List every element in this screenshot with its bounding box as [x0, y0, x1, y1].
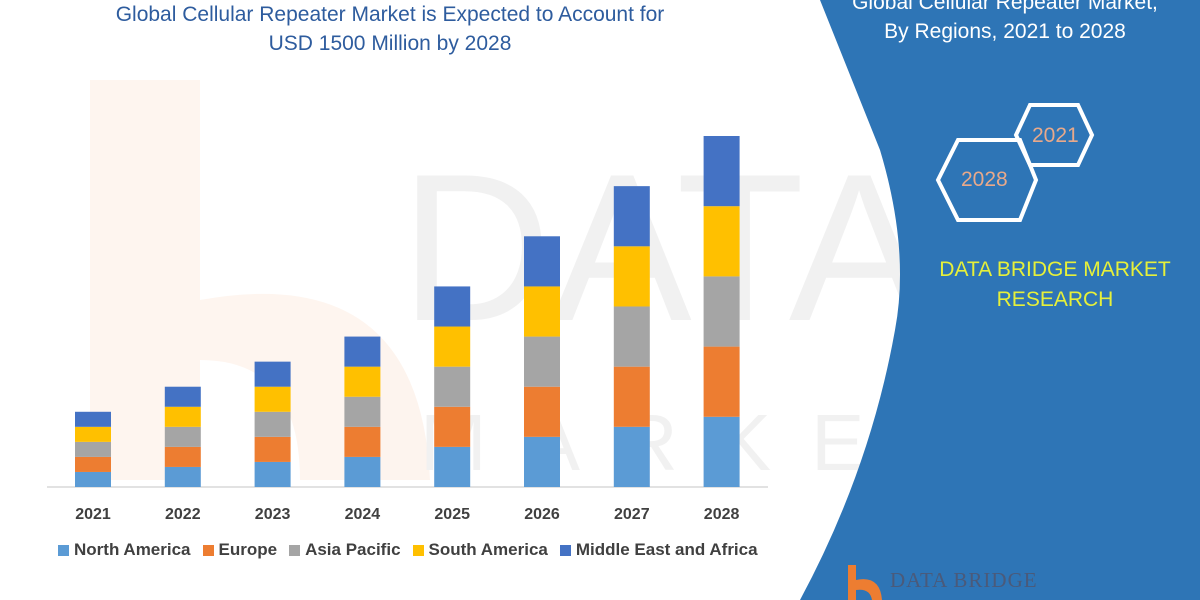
chart-title: Global Cellular Repeater Market is Expec…	[40, 0, 740, 58]
hex-label-2021: 2021	[1032, 124, 1079, 147]
bar-segment-2021-south-america	[75, 426, 111, 442]
hex-2028	[935, 138, 1039, 222]
bar-segment-2022-asia-pacific	[164, 426, 201, 447]
x-tick-label: 2021	[75, 506, 111, 523]
x-tick-label: 2025	[434, 506, 470, 523]
bar-segment-2024-middle-east-and-africa	[344, 336, 381, 367]
title-line: Global Cellular Repeater Market is Expec…	[115, 3, 665, 26]
side-panel	[800, 0, 1200, 600]
bar-segment-2027-south-america	[613, 246, 650, 307]
brand-line: RESEARCH	[996, 288, 1114, 311]
bar-segment-2022-europe	[164, 446, 201, 467]
bar-segment-2023-asia-pacific	[254, 411, 291, 437]
bar-segment-2026-south-america	[524, 286, 560, 337]
bar-segment-2027-north-america	[613, 426, 650, 487]
x-tick-label: 2023	[255, 506, 291, 523]
bar-segment-2021-north-america	[75, 471, 111, 487]
x-tick-labels: 2021 2022 2023 2024 2025 2026 2027 2028	[75, 506, 739, 523]
bar-segment-2028-middle-east-and-africa	[703, 136, 740, 207]
legend-label: South America	[428, 540, 548, 559]
logo-text: DATA BRIDGE	[890, 568, 1038, 592]
side-title: Global Cellular Repeater Market, By Regi…	[820, 0, 1190, 46]
legend-swatch	[289, 544, 301, 556]
legend-swatch	[58, 544, 69, 556]
bar-segment-2027-middle-east-and-africa	[613, 186, 650, 247]
bar-segment-2024-north-america	[344, 456, 381, 487]
bar-segment-2024-asia-pacific	[344, 396, 381, 427]
legend-swatch	[412, 544, 424, 556]
legend-label: Middle East and Africa	[575, 540, 758, 559]
bar-segment-2023-south-america	[254, 386, 291, 412]
bar-segment-2021-europe	[75, 456, 111, 472]
bar-segment-2021-middle-east-and-africa	[75, 411, 111, 427]
bar-segment-2028-europe	[703, 346, 740, 417]
bar-segment-2025-middle-east-and-africa	[434, 286, 471, 327]
bar-segment-2025-north-america	[434, 446, 471, 487]
legend-item: Europe	[202, 540, 278, 560]
legend-label: North America	[74, 540, 191, 559]
bar-segment-2025-europe	[434, 406, 471, 447]
logo-icon	[848, 565, 882, 600]
legend: North America Europe Asia Pacific South Ame…	[58, 540, 758, 560]
bar-segment-2026-asia-pacific	[524, 336, 560, 387]
legend-item: Asia Pacific	[289, 540, 401, 560]
bar-segment-2026-middle-east-and-africa	[524, 236, 560, 287]
bar-segment-2024-europe	[344, 426, 381, 457]
bar-segment-2021-asia-pacific	[75, 441, 111, 457]
x-tick-label: 2026	[524, 506, 560, 523]
x-tick-label: 2022	[165, 506, 201, 523]
bar-segment-2027-asia-pacific	[613, 306, 650, 367]
x-tick-label: 2028	[704, 506, 740, 523]
bar-segment-2022-north-america	[164, 466, 201, 487]
bar-segment-2026-north-america	[524, 436, 560, 487]
legend-item: Middle East and Africa	[559, 540, 758, 560]
bar-segment-2028-north-america	[703, 416, 740, 487]
bar-segment-2025-asia-pacific	[434, 366, 471, 407]
bar-segment-2025-south-america	[434, 326, 471, 367]
legend-swatch	[559, 544, 571, 556]
legend-item: South America	[412, 540, 548, 560]
hex-2021	[1013, 103, 1095, 167]
x-tick-label: 2027	[614, 506, 650, 523]
bar-segment-2027-europe	[613, 366, 650, 427]
side-title-line: By Regions, 2021 to 2028	[884, 20, 1126, 43]
bar-segment-2024-south-america	[344, 366, 381, 397]
bar-segment-2026-europe	[524, 386, 560, 437]
bar-segment-2028-asia-pacific	[703, 276, 740, 347]
bar-segment-2023-north-america	[254, 461, 291, 487]
bar-segment-2023-europe	[254, 436, 291, 462]
bar-segment-2022-south-america	[164, 406, 201, 427]
brand-text: DATA BRIDGE MARKET RESEARCH	[920, 255, 1190, 315]
side-title-line: Global Cellular Repeater Market,	[852, 0, 1158, 14]
legend-label: Europe	[218, 540, 278, 559]
legend-label: Asia Pacific	[305, 540, 401, 559]
hex-label-2028: 2028	[961, 168, 1008, 191]
x-tick-label: 2024	[345, 506, 381, 523]
bar-segment-2023-middle-east-and-africa	[254, 361, 291, 387]
bar-segment-2028-south-america	[703, 206, 740, 277]
legend-item: North America	[58, 540, 191, 560]
title-line: USD 1500 Million by 2028	[268, 32, 512, 55]
brand-line: DATA BRIDGE MARKET	[939, 258, 1171, 281]
legend-swatch	[202, 544, 214, 556]
bars	[75, 136, 740, 487]
bar-segment-2022-middle-east-and-africa	[164, 386, 201, 407]
